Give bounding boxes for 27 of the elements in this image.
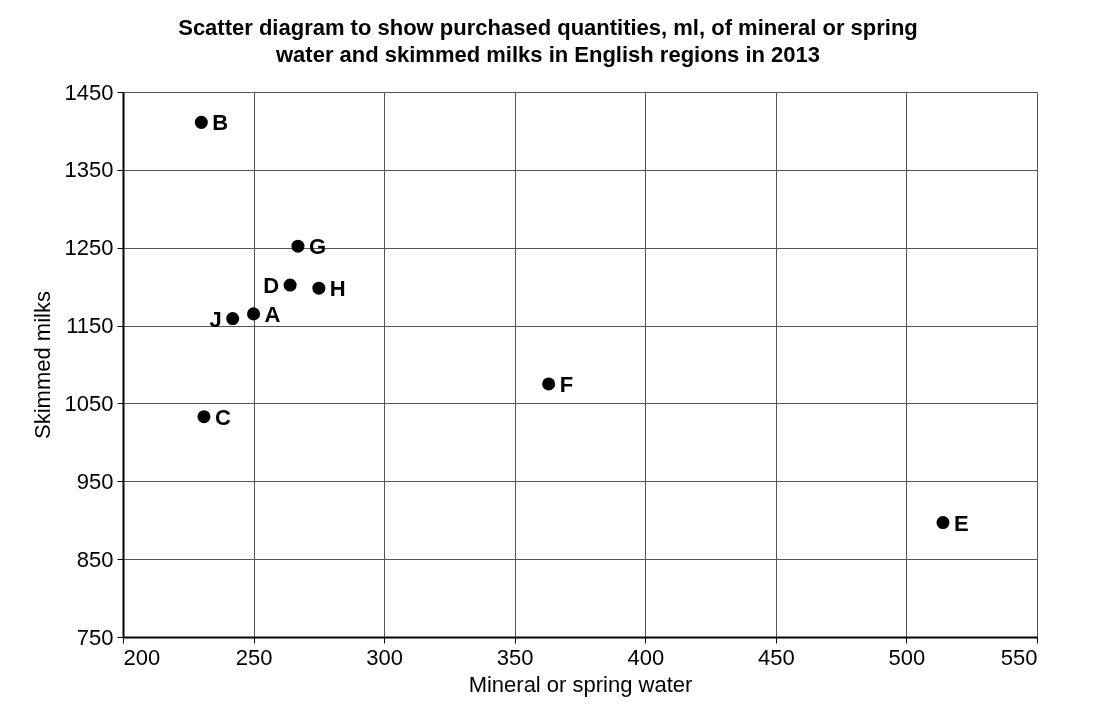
x-axis-title: Mineral or spring water [468,671,693,697]
annotation: J [209,306,222,332]
x-tick-label: 300 [366,644,403,670]
x-tick-label: 250 [235,644,273,670]
chart-title: Scatter diagram to show purchased quantities, ml, of mineral or spring water and skimmed milks in English regions in 2013 [178,15,918,67]
y-tick-label: 1450 [64,79,114,105]
annotation: H [329,276,346,302]
y-tick-label: 1050 [64,390,114,416]
y-tick-label: 1150 [66,313,114,339]
y-tick-label: 850 [76,546,114,572]
annotation: C [214,404,231,430]
annotation: D [263,273,280,299]
x-tick-label: 450 [758,644,795,670]
x-tick-label: 400 [627,644,665,670]
x-tick-label: 550 [1000,644,1038,670]
annotation: F [559,371,574,397]
y-tick-label: 950 [76,468,114,494]
annotation: E [953,510,969,536]
y-tick-label: 1350 [64,157,114,183]
y-tick-label: 1250 [64,235,114,261]
x-tick-label: 500 [888,644,926,670]
y-axis-title: Skimmed milks [29,291,55,439]
x-tick-label: 350 [496,644,534,670]
y-tick-label: 750 [76,624,114,650]
annotation: A [264,301,281,327]
x-tick-label: 200 [123,644,161,670]
annotation: B [212,110,229,136]
